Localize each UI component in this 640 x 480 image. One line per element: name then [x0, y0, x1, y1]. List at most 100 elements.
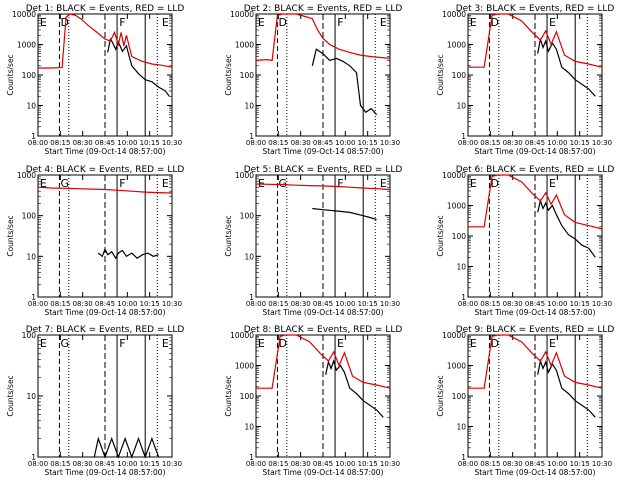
events-series-line	[537, 38, 596, 97]
y-axis-title: Counts/sec	[224, 54, 233, 95]
x-tick-label: 10:30	[380, 300, 400, 308]
x-tick-label: 08:45	[95, 460, 115, 468]
x-tick-label: 08:00	[458, 300, 478, 308]
segment-marker-label: D	[279, 16, 287, 29]
y-tick-label: 10000	[12, 10, 36, 19]
panel-title: Det 1: BLACK = Events, RED = LLD	[26, 4, 185, 14]
x-tick-label: 08:00	[28, 139, 48, 147]
x-tick-label: 10:30	[592, 139, 612, 147]
lld-series-line	[38, 13, 173, 69]
y-axis-title: Counts/sec	[436, 54, 445, 95]
y-tick-label: 100	[452, 71, 467, 80]
x-tick-label: 08:00	[28, 460, 48, 468]
x-tick-label: 08:00	[458, 460, 478, 468]
segment-marker-label: E	[380, 177, 387, 190]
lld-series-line	[255, 183, 391, 191]
y-tick-label: 100	[240, 71, 255, 80]
panel-title: Det 5: BLACK = Events, RED = LLD	[244, 165, 403, 175]
y-tick-label: 100	[22, 331, 37, 340]
y-tick-label: 10	[244, 252, 254, 261]
x-tick-label: 08:30	[291, 139, 311, 147]
segment-marker-label: F	[119, 16, 125, 29]
y-tick-label: 1	[249, 453, 254, 462]
x-tick-label: 08:45	[313, 460, 333, 468]
x-tick-label: 10:15	[570, 139, 590, 147]
segment-marker-label: G	[61, 337, 70, 350]
x-axis-title: Start Time (09-Oct-14 08:57:00)	[262, 308, 383, 317]
x-tick-label: 10:00	[335, 139, 355, 147]
events-series-line	[312, 207, 377, 221]
x-tick-label: 08:45	[313, 139, 333, 147]
segment-marker-label: F	[337, 177, 343, 190]
segment-marker-label: E	[380, 16, 387, 29]
x-tick-label: 08:45	[95, 139, 115, 147]
y-tick-label: 1	[461, 132, 466, 141]
y-tick-label: 100	[22, 212, 37, 221]
y-tick-label: 10	[26, 102, 36, 111]
detector-panel-4: Det 4: BLACK = Events, RED = LLD 1 10 100 10…	[6, 165, 184, 317]
y-tick-label: 1	[461, 293, 466, 302]
x-tick-label: 10:00	[547, 139, 567, 147]
segment-marker-label: E	[162, 177, 169, 190]
y-axis-title: Counts/sec	[436, 215, 445, 256]
x-tick-label: 10:00	[547, 300, 567, 308]
x-tick-label: 10:30	[162, 139, 182, 147]
x-tick-label: 08:30	[73, 139, 93, 147]
y-tick-label: 100	[240, 212, 255, 221]
x-tick-label: 10:15	[570, 460, 590, 468]
y-tick-label: 10000	[230, 331, 254, 340]
y-tick-label: 10	[26, 252, 36, 261]
x-tick-label: 10:30	[380, 139, 400, 147]
x-tick-label: 08:15	[268, 139, 288, 147]
segment-marker-label: E	[40, 337, 47, 350]
segment-marker-label: F	[119, 337, 125, 350]
lld-series-line	[37, 186, 173, 194]
x-tick-label: 10:30	[162, 460, 182, 468]
detector-panel-7: Det 7: BLACK = Events, RED = LLD 1 10 100 08…	[6, 325, 184, 477]
segment-marker-label: E	[470, 16, 477, 29]
lld-series-line	[256, 334, 391, 389]
segment-marker-label: D	[491, 16, 499, 29]
panel-title: Det 9: BLACK = Events, RED = LLD	[456, 325, 615, 335]
x-tick-label: 08:45	[525, 139, 545, 147]
segment-marker-label: E	[258, 337, 265, 350]
y-axis-title: Counts/sec	[224, 215, 233, 256]
x-tick-label: 10:30	[380, 460, 400, 468]
y-tick-label: 1000	[17, 41, 36, 50]
segment-marker-label: D	[491, 177, 499, 190]
segment-marker-label: E	[40, 16, 47, 29]
y-axis-title: Counts/sec	[6, 375, 15, 416]
x-axis-title: Start Time (09-Oct-14 08:57:00)	[474, 147, 595, 156]
segment-marker-label: E	[470, 177, 477, 190]
x-tick-label: 08:00	[246, 300, 266, 308]
y-tick-label: 10	[244, 102, 254, 111]
x-tick-label: 10:30	[162, 300, 182, 308]
x-tick-label: 08:15	[480, 139, 500, 147]
x-tick-label: 10:15	[570, 300, 590, 308]
y-tick-label: 1000	[235, 171, 254, 180]
y-tick-label: 10000	[442, 171, 466, 180]
y-tick-label: 10	[26, 392, 36, 401]
x-tick-label: 08:30	[73, 460, 93, 468]
y-tick-label: 10000	[442, 10, 466, 19]
y-tick-label: 1	[31, 453, 36, 462]
panel-title: Det 6: BLACK = Events, RED = LLD	[456, 165, 615, 175]
x-axis-title: Start Time (09-Oct-14 08:57:00)	[44, 468, 165, 477]
x-tick-label: 10:00	[117, 300, 137, 308]
y-tick-label: 10	[244, 423, 254, 432]
y-tick-label: 100	[452, 232, 467, 241]
segment-marker-label: E	[337, 337, 344, 350]
x-tick-label: 08:00	[458, 139, 478, 147]
y-tick-label: 1	[249, 293, 254, 302]
segment-marker-label: G	[279, 177, 288, 190]
lld-series-line	[255, 13, 391, 62]
x-tick-label: 08:00	[246, 460, 266, 468]
y-tick-label: 1	[461, 453, 466, 462]
x-tick-label: 08:45	[313, 300, 333, 308]
x-tick-label: 08:15	[268, 300, 288, 308]
x-axis-title: Start Time (09-Oct-14 08:57:00)	[262, 147, 383, 156]
detector-panel-5: Det 5: BLACK = Events, RED = LLD 1 10 100 10…	[224, 165, 402, 317]
y-axis-title: Counts/sec	[6, 215, 15, 256]
x-tick-label: 08:15	[480, 300, 500, 308]
events-series-line	[311, 48, 378, 116]
